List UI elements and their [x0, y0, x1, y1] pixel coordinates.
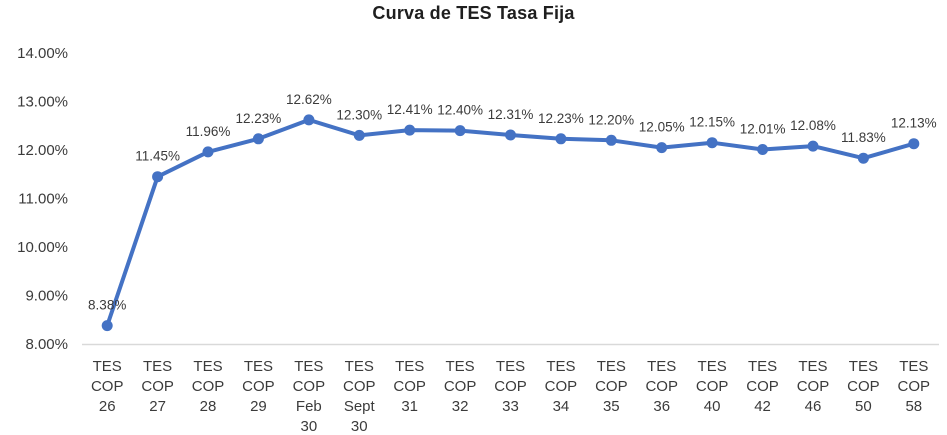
- y-axis-tick-label: 13.00%: [17, 94, 68, 111]
- x-axis-tick-label: TES COP 27: [141, 358, 174, 415]
- x-axis-tick-label: TES COP 58: [898, 358, 931, 415]
- x-axis-tick-label: TES COP 26: [91, 358, 124, 415]
- x-axis-tick-label: TES COP Feb 30: [293, 358, 326, 435]
- data-point-label: 12.31%: [488, 107, 534, 122]
- data-point: [101, 320, 113, 332]
- data-point: [152, 171, 164, 183]
- x-axis-tick-label: TES COP 34: [545, 358, 578, 415]
- data-point-label: 11.45%: [135, 149, 180, 164]
- x-axis-tick-label: TES COP 40: [696, 358, 729, 415]
- x-axis-tick-label: TES COP 35: [595, 358, 628, 415]
- data-point-label: 12.08%: [790, 118, 836, 133]
- x-axis-tick-label: TES COP 50: [847, 358, 880, 415]
- chart-title: Curva de TES Tasa Fija: [372, 3, 575, 23]
- data-point: [202, 146, 214, 158]
- x-axis-tick-label: TES COP 28: [192, 358, 225, 415]
- data-point: [857, 152, 869, 164]
- data-point-label: 12.01%: [740, 122, 786, 137]
- x-axis-tick-label: TES COP 32: [444, 358, 477, 415]
- y-axis-tick-label: 10.00%: [17, 239, 68, 256]
- data-point-label: 12.30%: [336, 107, 382, 122]
- x-axis-tick-label: TES COP 42: [746, 358, 779, 415]
- data-point-label: 12.40%: [437, 103, 483, 118]
- data-point: [454, 125, 466, 137]
- data-point-label: 12.23%: [236, 111, 282, 126]
- y-axis-tick-label: 14.00%: [17, 45, 68, 62]
- x-axis-tick-label: TES COP 36: [645, 358, 678, 415]
- x-axis-tick-label: TES COP 29: [242, 358, 275, 415]
- data-point-label: 11.96%: [186, 124, 231, 139]
- data-point-label: 8.38%: [88, 298, 126, 313]
- data-point: [353, 129, 365, 141]
- data-point: [252, 133, 264, 145]
- data-point-label: 11.83%: [841, 130, 886, 145]
- data-point-label: 12.15%: [689, 115, 735, 130]
- data-point-label: 12.62%: [286, 92, 332, 107]
- y-axis-tick-label: 9.00%: [25, 288, 68, 305]
- y-axis-tick-label: 12.00%: [17, 142, 68, 159]
- data-point: [303, 114, 315, 126]
- data-point-label: 12.23%: [538, 111, 584, 126]
- data-point-label: 12.05%: [639, 120, 685, 135]
- y-axis-tick-label: 8.00%: [25, 336, 68, 353]
- x-axis-tick-label: TES COP 31: [393, 358, 426, 415]
- data-point-label: 12.20%: [588, 112, 634, 127]
- data-point: [404, 124, 416, 136]
- data-point-label: 12.41%: [387, 102, 433, 117]
- x-axis-tick-label: TES COP Sept 30: [343, 358, 376, 435]
- data-point: [656, 142, 668, 154]
- data-point: [605, 134, 617, 146]
- data-point: [807, 140, 819, 152]
- x-axis-tick-label: TES COP 46: [797, 358, 830, 415]
- data-point: [555, 133, 567, 145]
- x-axis-tick-label: TES COP 33: [494, 358, 527, 415]
- data-point: [908, 138, 920, 150]
- data-point: [757, 144, 769, 155]
- data-point: [706, 137, 718, 149]
- data-point-label: 12.13%: [891, 116, 937, 131]
- y-axis-tick-label: 11.00%: [18, 191, 68, 208]
- data-point: [505, 129, 516, 141]
- series-line: [105, 117, 916, 328]
